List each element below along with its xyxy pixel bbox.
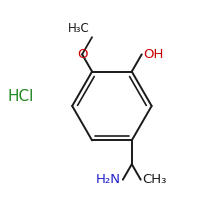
Text: CH₃: CH₃ bbox=[143, 173, 167, 186]
Text: HCl: HCl bbox=[7, 89, 34, 104]
Text: OH: OH bbox=[144, 48, 164, 61]
Text: H₃C: H₃C bbox=[68, 22, 90, 35]
Text: H₂N: H₂N bbox=[96, 173, 121, 186]
Text: O: O bbox=[77, 48, 87, 61]
